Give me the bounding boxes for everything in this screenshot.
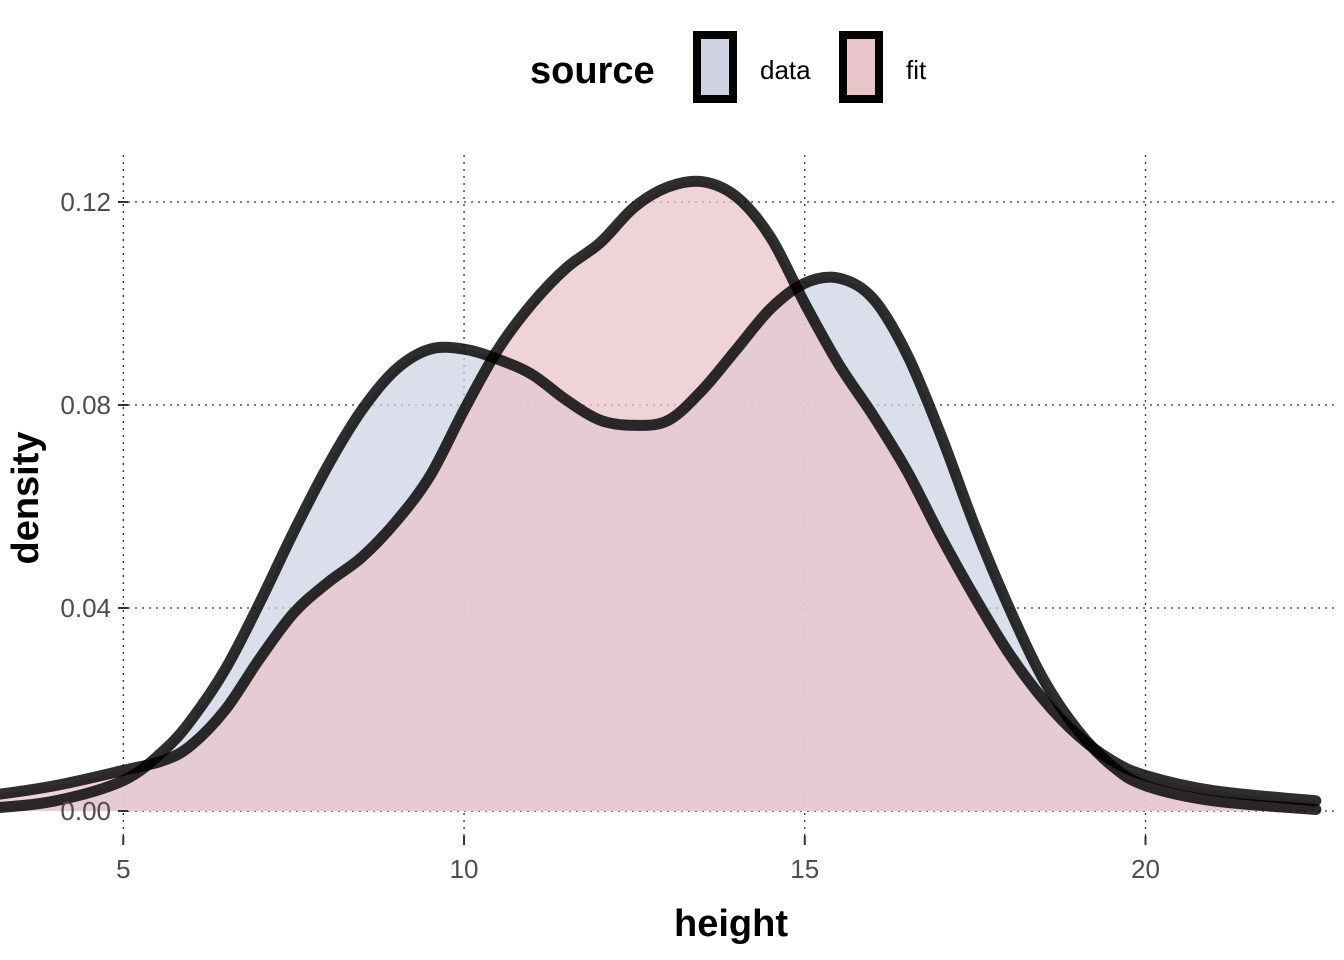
area-layer (0, 181, 1316, 811)
outline-layer (0, 175, 1322, 815)
x-tick-label: 10 (450, 854, 479, 884)
y-tick-label: 0.04 (60, 593, 111, 623)
x-tick-label: 5 (116, 854, 130, 884)
legend-title: source (530, 50, 655, 92)
y-tick-label: 0.08 (60, 390, 111, 420)
x-tick-label: 15 (790, 854, 819, 884)
axis-layer: 5 10 15 20 0.00 0.04 0.08 0.12 (60, 187, 1160, 884)
x-tick-label: 20 (1131, 854, 1160, 884)
area-fit (0, 181, 1316, 811)
legend-label-data: data (760, 55, 811, 85)
legend: source data fit (530, 31, 927, 103)
legend-label-fit: fit (906, 55, 927, 85)
y-axis-title: density (5, 431, 47, 564)
outline-data (0, 271, 1322, 815)
y-tick-label: 0.12 (60, 187, 111, 217)
x-axis-title: height (674, 903, 788, 945)
legend-key-fit (839, 31, 883, 103)
y-tick-label: 0.00 (60, 796, 111, 826)
outline-fit (0, 175, 1322, 807)
legend-key-data (693, 31, 737, 103)
